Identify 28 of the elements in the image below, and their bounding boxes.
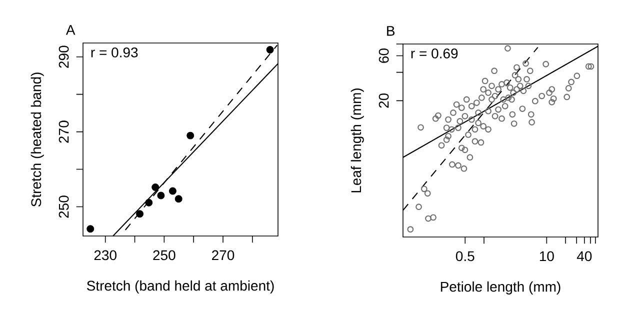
y-tick-label: 290 xyxy=(58,46,69,68)
chart-title: A xyxy=(66,25,76,35)
y-tick-label: 250 xyxy=(58,196,69,218)
point xyxy=(266,46,274,54)
point xyxy=(145,198,153,206)
x-axis-title: Petiole length (mm) xyxy=(440,281,560,294)
point xyxy=(168,187,176,195)
point xyxy=(157,192,165,200)
x-tick-label: 0.5 xyxy=(456,251,474,262)
point xyxy=(136,210,144,218)
point xyxy=(86,225,94,233)
point xyxy=(152,184,160,192)
x-tick-label: 230 xyxy=(94,250,116,260)
point xyxy=(186,132,194,140)
chart-title: B xyxy=(387,26,395,36)
x-axis-title: Stretch (band held at ambient) xyxy=(86,280,274,294)
y-axis-title: Stretch (heated band) xyxy=(30,72,44,207)
y-axis-title: Leaf length (mm) xyxy=(350,88,364,192)
annotation: r = 0.69 xyxy=(411,48,458,58)
y-tick-label: 60 xyxy=(378,48,389,63)
annotation: r = 0.93 xyxy=(91,47,138,58)
y-tick-label: 20 xyxy=(378,93,389,108)
x-tick-label: 40 xyxy=(576,251,592,262)
x-tick-label: 270 xyxy=(212,250,234,260)
x-tick-label: 10 xyxy=(540,251,554,262)
y-tick-label: 270 xyxy=(58,120,69,143)
point xyxy=(174,195,182,203)
x-tick-label: 250 xyxy=(153,250,176,260)
